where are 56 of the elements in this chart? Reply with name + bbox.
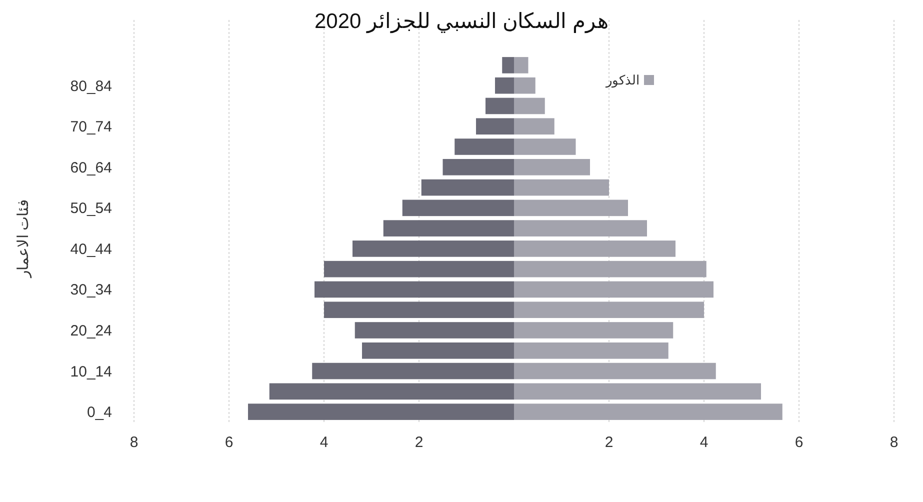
bar (514, 302, 704, 318)
bar (514, 281, 714, 298)
x-tick-label: 8 (130, 434, 138, 451)
bar (514, 220, 647, 236)
y-tick-label: 0_4 (86, 404, 112, 422)
y-tick-label: 10_14 (70, 363, 112, 380)
bar (514, 240, 676, 257)
bar (324, 302, 514, 318)
y-tick-label: 70_74 (70, 118, 112, 136)
bar (476, 118, 514, 135)
bar (502, 57, 514, 74)
bar (495, 77, 514, 94)
bar (383, 220, 514, 236)
bar (354, 322, 514, 338)
bar (514, 158, 590, 176)
bar (362, 342, 514, 359)
bar (514, 404, 782, 420)
x-tick-label: 8 (890, 434, 898, 451)
bar (269, 383, 514, 400)
bar (514, 57, 528, 74)
bar (486, 98, 514, 114)
bar (324, 260, 514, 278)
bar (352, 240, 514, 257)
bar (514, 77, 536, 94)
bar (248, 404, 514, 420)
y-tick-label: 60_64 (70, 159, 112, 176)
x-tick-label: 4 (700, 434, 708, 451)
y-tick-label: 20_24 (70, 322, 112, 340)
chart-title: هرم السكان النسبي للجزائر 2020 (314, 10, 609, 34)
bar (514, 342, 668, 359)
bar (442, 158, 514, 176)
x-tick-label: 6 (224, 434, 234, 451)
y-tick-label: 40_44 (70, 240, 112, 258)
x-tick-label: 4 (320, 434, 328, 451)
x-tick-label: 6 (794, 434, 804, 451)
bar (312, 362, 514, 380)
bar (514, 98, 545, 114)
legend-label: الذكور (605, 72, 640, 89)
bar (421, 179, 514, 196)
bar (514, 138, 576, 155)
bar (402, 200, 514, 216)
bar (514, 362, 716, 380)
bar (314, 281, 514, 298)
bar (454, 138, 514, 155)
bar (514, 260, 706, 278)
bar (514, 179, 609, 196)
x-tick-label: 2 (604, 434, 614, 451)
bar (514, 200, 628, 216)
x-tick-label: 2 (414, 434, 424, 451)
bar (514, 118, 554, 135)
y-tick-label: 30_34 (70, 282, 112, 299)
y-axis-title: فئات الاعمار (15, 199, 32, 279)
y-tick-label: 50_54 (70, 200, 112, 218)
bar (514, 383, 761, 400)
y-tick-label: 80_84 (70, 78, 112, 95)
bar (514, 322, 674, 338)
